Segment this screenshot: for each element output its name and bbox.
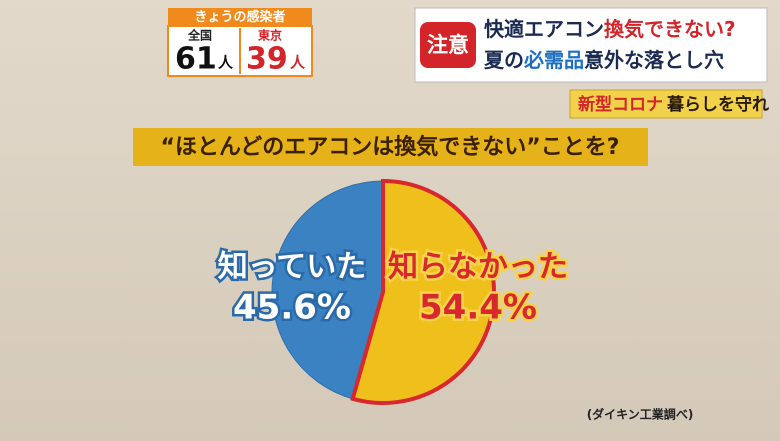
- tokyo-label: 東京: [258, 28, 282, 43]
- tag-part: 暮らしを守れ: [666, 94, 769, 115]
- national-unit: 人: [218, 54, 234, 72]
- tag-text: 新型コロナ 暮らしを守れ: [578, 94, 769, 115]
- national-count: 61: [175, 42, 217, 77]
- headline-line2: 夏の必需品意外な落とし穴: [484, 48, 724, 72]
- national-label: 全国: [187, 28, 212, 43]
- source-note: (ダイキン工業調べ): [587, 407, 694, 422]
- pie: [271, 178, 496, 405]
- badge: [420, 22, 476, 68]
- title-box: [133, 128, 648, 166]
- cases-title: きょうの感染者: [194, 9, 285, 25]
- headline-part: 意外な落とし穴: [584, 48, 724, 72]
- headline-part: 換気できない?: [604, 17, 736, 41]
- slice-value: 45.6%: [233, 288, 351, 328]
- headline-box: [414, 7, 768, 83]
- pie-slice: [350, 178, 496, 405]
- slice-value: 54.4%: [419, 288, 537, 328]
- headline: 注意 快適エアコン換気できない? 夏の必需品意外な落とし穴: [414, 7, 768, 83]
- tag-box: [569, 89, 763, 119]
- tokyo-unit: 人: [290, 54, 306, 72]
- headline-part: 必需品: [523, 48, 584, 72]
- slice-label: 知っていた: [218, 250, 367, 285]
- chart-title: “ほとんどのエアコンは換気できない”ことを?: [160, 134, 619, 160]
- cases-box: きょうの感染者 全国 61 人 東京 39 人: [167, 8, 313, 77]
- pie-slice: [271, 180, 384, 400]
- cases-header: [168, 8, 312, 26]
- slice-label: 知らなかった: [388, 250, 568, 285]
- headline-part: 快適エアコン: [484, 17, 604, 41]
- headline-line1: 快適エアコン換気できない?: [484, 17, 736, 41]
- headline-part: 夏の: [484, 48, 524, 72]
- badge-text: 注意: [427, 33, 469, 57]
- tag-part: 新型コロナ: [578, 94, 663, 115]
- tokyo-count: 39: [246, 42, 288, 77]
